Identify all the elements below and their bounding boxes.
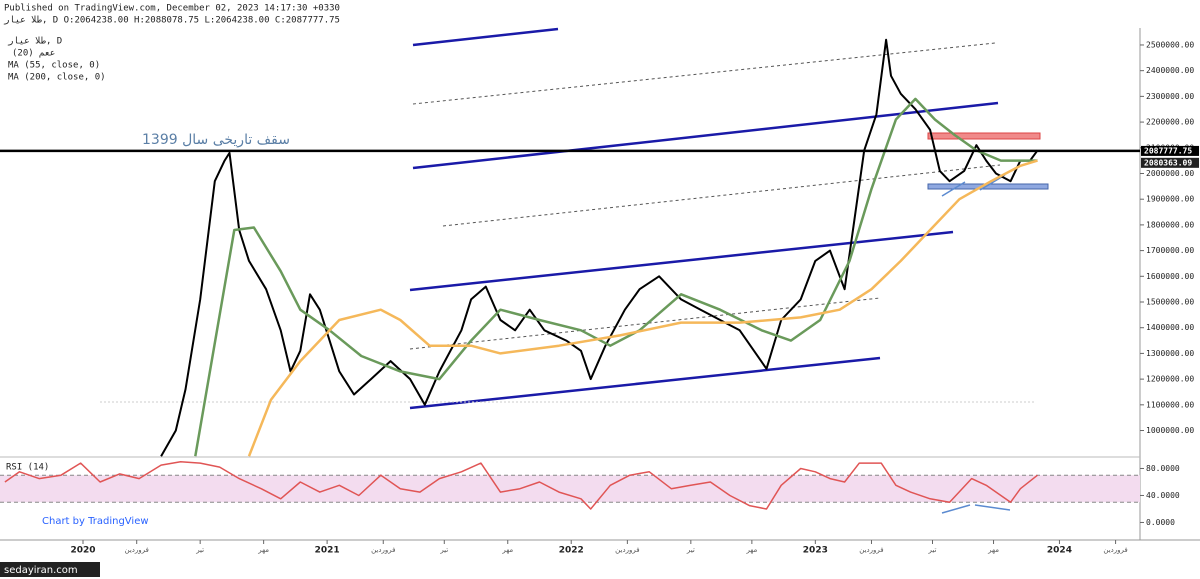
x-tick-label: فروردین xyxy=(615,546,639,554)
source-badge xyxy=(0,562,100,577)
channel-line xyxy=(412,27,559,47)
x-tick-label: 2023 xyxy=(803,546,828,556)
x-tick-label: مهر xyxy=(257,546,269,554)
y-tick-label: 80.0000 xyxy=(1146,464,1180,473)
x-tick-label: تیر xyxy=(928,546,937,554)
arrow xyxy=(974,504,1011,511)
channel-line xyxy=(409,230,954,292)
x-tick-label: 2024 xyxy=(1047,546,1072,556)
x-tick-label: مهر xyxy=(501,546,513,554)
y-tick-label: 1400000.00 xyxy=(1146,323,1194,332)
price-label: 2087777.75 xyxy=(1144,146,1192,155)
y-tick-label: 1900000.00 xyxy=(1146,195,1194,204)
y-tick-label: 1800000.00 xyxy=(1146,220,1194,229)
x-tick-label: مهر xyxy=(987,546,999,554)
rsi-band xyxy=(0,475,1140,503)
legend-entry: MA (200, close, 0) xyxy=(8,73,106,83)
price-label-box xyxy=(1141,145,1199,156)
price-label: 2080363.09 xyxy=(1144,158,1192,167)
arrow xyxy=(941,504,971,514)
y-tick-label: 1100000.00 xyxy=(1146,400,1194,409)
y-tick-label: 1700000.00 xyxy=(1146,246,1194,255)
y-tick-label: 1500000.00 xyxy=(1146,298,1194,307)
y-tick-label: 2500000.00 xyxy=(1146,40,1194,49)
legend-entry: طلا عیار, D xyxy=(7,37,62,47)
y-tick-label: 2300000.00 xyxy=(1146,92,1194,101)
y-tick-label: 1000000.00 xyxy=(1146,426,1194,435)
y-tick-label: 0.0000 xyxy=(1146,518,1175,527)
channel-midline xyxy=(412,42,996,105)
price-label-box xyxy=(1141,157,1199,168)
arrow xyxy=(979,174,1006,191)
source-text: sedayiran.com xyxy=(4,565,78,576)
x-tick-label: مهر xyxy=(745,546,757,554)
channel-line xyxy=(409,356,881,410)
y-tick-label: 2000000.00 xyxy=(1146,169,1194,178)
watermark: Chart by TradingView xyxy=(42,516,149,527)
y-tick-label: 1600000.00 xyxy=(1146,272,1194,281)
x-tick-label: 2020 xyxy=(70,546,95,556)
x-tick-label: فروردین xyxy=(1103,546,1127,554)
indicator-label: (20) ععم xyxy=(12,49,55,59)
rsi-label: RSI (14) xyxy=(6,463,49,473)
y-tick-label: 2200000.00 xyxy=(1146,118,1194,127)
y-tick-label: 1200000.00 xyxy=(1146,375,1194,384)
x-tick-label: فروردین xyxy=(125,546,149,554)
resistance-zone xyxy=(927,132,1041,140)
x-tick-label: 2022 xyxy=(559,546,584,556)
y-tick-label: 40.0000 xyxy=(1146,491,1180,500)
x-tick-label: 2021 xyxy=(315,546,340,556)
x-tick-label: تیر xyxy=(195,546,204,554)
y-tick-label: 2400000.00 xyxy=(1146,66,1194,75)
legend-entry: MA (55, close, 0) xyxy=(8,61,100,71)
x-tick-label: فروردین xyxy=(859,546,883,554)
series-line xyxy=(4,460,1038,510)
y-tick-label: 1300000.00 xyxy=(1146,349,1194,358)
x-tick-label: تیر xyxy=(439,546,448,554)
series-line xyxy=(247,159,1038,457)
channel-midline xyxy=(409,297,881,350)
published-text: Published on TradingView.com, December 0… xyxy=(4,4,340,14)
x-tick-label: فروردین xyxy=(371,546,395,554)
ohlc-text: طلا عیار, D O:2064238.00 H:2088078.75 L:… xyxy=(3,16,340,26)
x-tick-label: تیر xyxy=(686,546,695,554)
annotation: سقف تاریخی سال 1399 xyxy=(142,132,290,148)
drawings xyxy=(100,27,1049,514)
series-line xyxy=(160,38,1039,457)
arrow xyxy=(941,181,966,197)
